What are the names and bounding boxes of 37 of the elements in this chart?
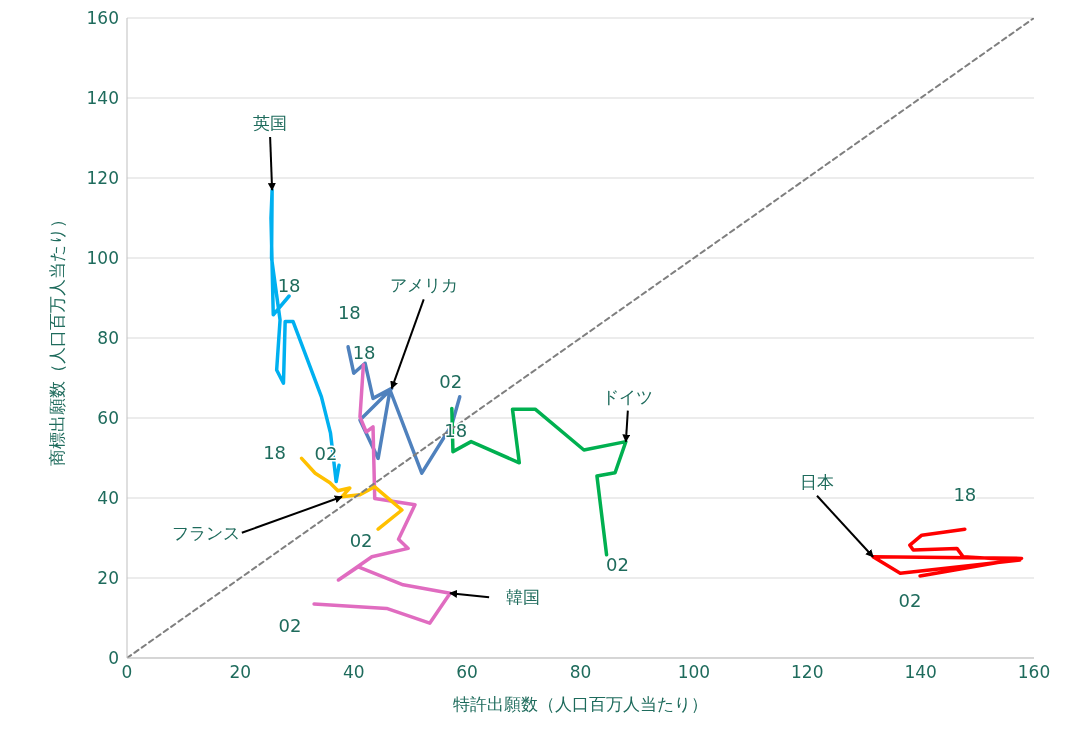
annotation: 18 — [953, 483, 977, 505]
y-tick-label: 60 — [97, 408, 119, 429]
y-tick-label: 0 — [108, 648, 119, 669]
annotation: 02 — [278, 614, 302, 636]
x-tick-label: 20 — [229, 662, 252, 683]
y-axis-title: 商標出願数（人口百万人当たり） — [47, 210, 68, 466]
x-tick-label: 40 — [342, 662, 365, 683]
line-series — [871, 527, 1024, 578]
text: アメリカ — [389, 275, 458, 296]
x-tick-label: 140 — [904, 662, 937, 683]
y-tick-label: 100 — [86, 248, 119, 269]
annotation: 02 — [439, 371, 463, 393]
x-tick-label: 100 — [677, 662, 711, 683]
annotation: 02 — [898, 589, 922, 611]
y-tick-label: 120 — [86, 168, 119, 189]
x-tick-label: 160 — [1017, 662, 1051, 683]
text: 英国 — [253, 113, 288, 133]
text: フランス — [171, 522, 240, 543]
x-tick-label: 120 — [791, 662, 824, 683]
y-tick-label: 40 — [97, 488, 119, 509]
y-tick-label: 80 — [97, 328, 119, 349]
annotation: 18 — [337, 302, 361, 324]
annotation: 18 — [352, 342, 376, 364]
annotation: 02 — [349, 529, 373, 551]
text: 日本 — [800, 471, 835, 492]
annotation: 18 — [277, 274, 301, 296]
text: 韓国 — [506, 587, 541, 608]
x-tick-label: 60 — [456, 662, 478, 683]
y-tick-label: 140 — [86, 88, 119, 109]
text: ドイツ — [602, 386, 654, 407]
x-axis-title: 特許出願数（人口百万人当たり） — [453, 694, 708, 714]
x-tick-label: 0 — [121, 662, 133, 683]
annotation: 02 — [606, 554, 630, 576]
x-tick-label: 80 — [569, 662, 592, 683]
y-tick-label: 160 — [86, 8, 119, 29]
annotation: 18 — [263, 441, 287, 463]
y-tick-label: 20 — [97, 568, 119, 589]
